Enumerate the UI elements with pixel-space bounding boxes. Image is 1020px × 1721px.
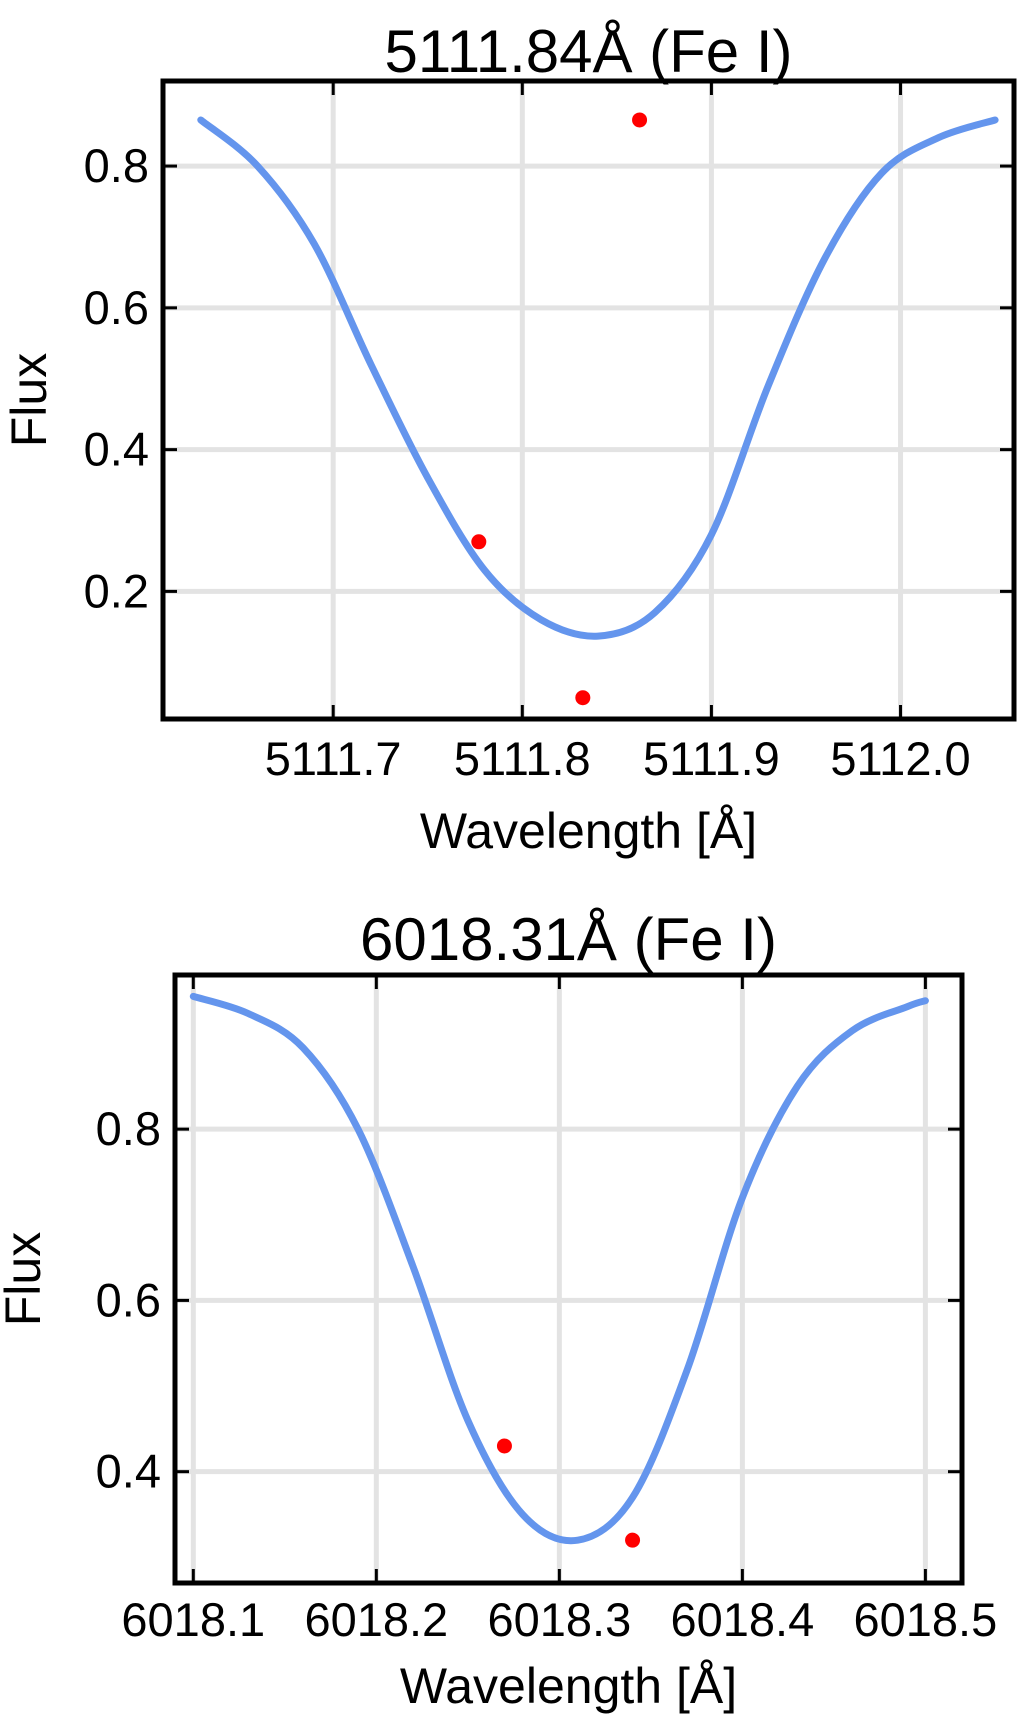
x-tick-label: 6018.3 xyxy=(487,1593,631,1646)
x-tick-label: 5111.7 xyxy=(265,732,402,785)
chart-title: 6018.31Å (Fe I) xyxy=(360,906,777,973)
observed-point xyxy=(632,112,648,128)
x-tick-label: 6018.5 xyxy=(854,1593,998,1646)
observed-point xyxy=(625,1532,641,1548)
x-tick-label: 5112.0 xyxy=(830,732,970,785)
x-tick-label: 5111.9 xyxy=(643,732,780,785)
y-tick-label: 0.8 xyxy=(96,1102,161,1155)
y-tick-label: 0.8 xyxy=(84,139,149,192)
observed-point xyxy=(496,1438,512,1454)
y-tick-label: 0.6 xyxy=(96,1273,161,1326)
observed-point xyxy=(471,534,487,550)
y-tick-label: 0.2 xyxy=(84,564,149,617)
observed-point xyxy=(575,690,591,706)
y-tick-label: 0.6 xyxy=(84,281,149,334)
plot-frame xyxy=(172,972,965,1586)
x-tick-label: 6018.4 xyxy=(670,1593,814,1646)
x-axis-label: Wavelength [Å] xyxy=(400,1658,737,1714)
model-line-series xyxy=(197,116,999,640)
chart-panel-6018: 6018.1 6018.2 6018.3 6018.4 6018.5 0.4 0.6 0.8 6… xyxy=(0,906,997,1714)
y-tick-label: 0.4 xyxy=(84,423,149,476)
y-axis-label: Flux xyxy=(0,1232,51,1326)
x-tick-label: 6018.2 xyxy=(304,1593,448,1646)
y-tick-label: 0.4 xyxy=(96,1445,161,1498)
plot-frame xyxy=(160,78,1017,722)
y-axis-label: Flux xyxy=(1,353,57,447)
model-line-series xyxy=(189,992,929,1545)
x-tick-label: 6018.1 xyxy=(121,1593,265,1646)
x-axis-label: Wavelength [Å] xyxy=(420,803,757,859)
chart-panel-5111: 5111.7 5111.8 5111.9 5112.0 0.2 0.4 0.6 0.8 5111… xyxy=(1,18,1017,859)
chart-title: 5111.84Å (Fe I) xyxy=(385,18,793,85)
x-tick-label: 5111.8 xyxy=(454,732,591,785)
